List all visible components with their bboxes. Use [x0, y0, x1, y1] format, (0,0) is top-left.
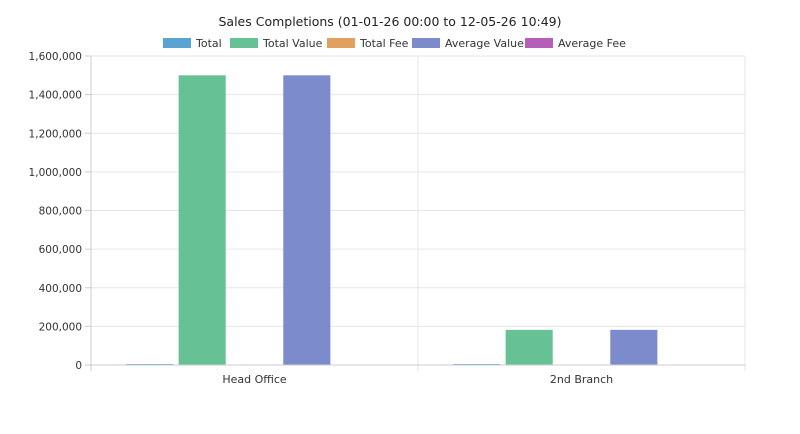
- legend: Total Total Value Total Fee Average Value Av…: [163, 37, 626, 50]
- chart-title: Sales Completions (01-01-26 00:00 to 12-…: [218, 14, 561, 29]
- legend-swatch[interactable]: [327, 38, 355, 48]
- y-tick-label: 200,000: [39, 321, 82, 333]
- y-tick-label: 600,000: [39, 244, 82, 256]
- legend-label[interactable]: Total: [195, 37, 222, 50]
- x-tick-label: Head Office: [222, 373, 287, 386]
- y-tick-label: 1,600,000: [29, 51, 82, 63]
- bar[interactable]: [505, 329, 553, 365]
- y-tick-label: 1,200,000: [29, 128, 82, 140]
- y-tick-label: 400,000: [39, 283, 82, 295]
- legend-label[interactable]: Average Fee: [558, 37, 626, 50]
- bars: [126, 75, 658, 365]
- y-tick-label: 1,000,000: [29, 167, 82, 179]
- legend-label[interactable]: Total Value: [262, 37, 323, 50]
- legend-label[interactable]: Total Fee: [359, 37, 409, 50]
- y-tick-label: 800,000: [39, 206, 82, 218]
- bar[interactable]: [610, 329, 658, 365]
- legend-swatch[interactable]: [230, 38, 258, 48]
- legend-swatch[interactable]: [163, 38, 191, 48]
- y-tick-label: 1,400,000: [29, 90, 82, 102]
- legend-swatch[interactable]: [412, 38, 440, 48]
- y-tick-label: 0: [75, 360, 82, 372]
- x-tick-label: 2nd Branch: [550, 373, 613, 386]
- bar[interactable]: [178, 75, 226, 365]
- y-axis: 0 200,000 400,000 600,000 800,000 1,000,000 1,…: [29, 51, 91, 372]
- legend-swatch[interactable]: [525, 38, 553, 48]
- bar[interactable]: [283, 75, 331, 365]
- x-axis: Head Office 2nd Branch: [91, 364, 745, 386]
- legend-label[interactable]: Average Value: [445, 37, 524, 50]
